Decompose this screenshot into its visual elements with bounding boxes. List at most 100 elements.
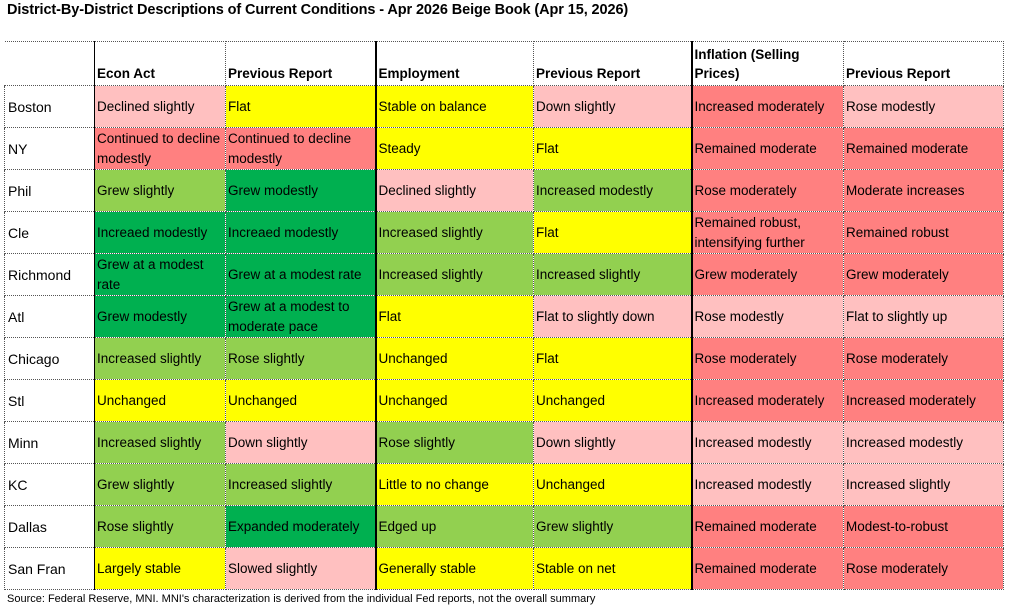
cell-inflation-previous: Increased modestly — [843, 421, 1004, 464]
cell-employment-previous: Stable on net — [533, 547, 692, 590]
cell-employment: Flat — [374, 295, 534, 338]
header-econ-act: Econ Act — [94, 41, 226, 86]
cell-employment: Steady — [374, 127, 534, 170]
table-row: KC Grew slightly Increased slightly Little … — [4, 463, 1004, 506]
cell-inflation-previous: Rose moderately — [843, 547, 1004, 590]
district-name: Atl — [4, 295, 95, 338]
header-employment: Employment — [374, 41, 534, 86]
table-row: Atl Grew modestly Grew at a modest to mode… — [4, 295, 1004, 338]
page-title: District-By-District Descriptions of Cur… — [7, 2, 629, 18]
cell-inflation: Increased modestly — [690, 463, 844, 506]
header-district — [4, 41, 95, 86]
header-inflation-previous: Previous Report — [843, 41, 1004, 86]
table-row: Minn Increased slightly Down slightly Rose … — [4, 421, 1004, 464]
cell-econ-act: Continued to decline modestly — [94, 127, 226, 170]
cell-econ-previous: Grew at a modest rate — [225, 253, 376, 296]
cell-employment-previous: Unchanged — [533, 379, 692, 422]
conditions-table: Econ Act Previous Report Employment Prev… — [4, 41, 1004, 590]
cell-econ-previous: Down slightly — [225, 421, 376, 464]
cell-econ-act: Largely stable — [94, 547, 226, 590]
cell-inflation-previous: Modest-to-robust — [843, 505, 1004, 548]
cell-inflation: Increased modestly — [690, 421, 844, 464]
cell-employment: Declined slightly — [374, 169, 534, 212]
header-employment-previous: Previous Report — [533, 41, 692, 86]
district-name: KC — [4, 463, 95, 506]
cell-inflation: Grew moderately — [690, 253, 844, 296]
district-name: San Fran — [4, 547, 95, 590]
table-row: NY Continued to decline modestly Continued… — [4, 127, 1004, 170]
cell-econ-act: Declined slightly — [94, 85, 226, 128]
cell-econ-act: Increased slightly — [94, 337, 226, 380]
district-name: NY — [4, 127, 95, 170]
table-row: Stl Unchanged Unchanged Unchanged Unchanged I… — [4, 379, 1004, 422]
cell-employment-previous: Down slightly — [533, 85, 692, 128]
cell-employment-previous: Increased slightly — [533, 253, 692, 296]
district-name: Cle — [4, 211, 95, 254]
cell-employment-previous: Down slightly — [533, 421, 692, 464]
cell-inflation-previous: Grew moderately — [843, 253, 1004, 296]
cell-econ-act: Rose slightly — [94, 505, 226, 548]
district-name: Richmond — [4, 253, 95, 296]
district-name: Dallas — [4, 505, 95, 548]
cell-econ-act: Grew slightly — [94, 169, 226, 212]
cell-employment: Generally stable — [374, 547, 534, 590]
cell-econ-previous: Grew at a modest to moderate pace — [225, 295, 376, 338]
district-name: Boston — [4, 85, 95, 128]
cell-employment-previous: Increased modestly — [533, 169, 692, 212]
table-row: San Fran Largely stable Slowed slightly Gen… — [4, 547, 1004, 590]
header-inflation: Inflation (Selling Prices) — [690, 41, 844, 86]
cell-econ-previous: Increased slightly — [225, 463, 376, 506]
cell-econ-act: Increaed modestly — [94, 211, 226, 254]
table-row: Richmond Grew at a modest rate Grew at a m… — [4, 253, 1004, 296]
cell-econ-act: Grew modestly — [94, 295, 226, 338]
cell-econ-previous: Flat — [225, 85, 376, 128]
cell-inflation-previous: Increased moderately — [843, 379, 1004, 422]
cell-inflation: Rose modestly — [690, 295, 844, 338]
table-row: Chicago Increased slightly Rose slightly Un… — [4, 337, 1004, 380]
cell-inflation-previous: Rose moderately — [843, 337, 1004, 380]
table-row: Boston Declined slightly Flat Stable on bal… — [4, 85, 1004, 128]
cell-employment: Rose slightly — [374, 421, 534, 464]
cell-econ-previous: Expanded moderately — [225, 505, 376, 548]
cell-inflation-previous: Moderate increases — [843, 169, 1004, 212]
cell-employment: Little to no change — [374, 463, 534, 506]
cell-inflation: Increased moderately — [690, 85, 844, 128]
cell-econ-act: Unchanged — [94, 379, 226, 422]
source-note: Source: Federal Reserve, MNI. MNI's char… — [7, 593, 596, 605]
table-body: Boston Declined slightly Flat Stable on bal… — [4, 85, 1004, 590]
table-row: Phil Grew slightly Grew modestly Declined s… — [4, 169, 1004, 212]
cell-inflation: Remained moderate — [690, 127, 844, 170]
cell-econ-previous: Increaed modestly — [225, 211, 376, 254]
cell-econ-previous: Slowed slightly — [225, 547, 376, 590]
cell-employment-previous: Grew slightly — [533, 505, 692, 548]
table-row: Dallas Rose slightly Expanded moderately Ed… — [4, 505, 1004, 548]
cell-employment-previous: Flat — [533, 211, 692, 254]
cell-inflation-previous: Rose modestly — [843, 85, 1004, 128]
header-econ-previous: Previous Report — [225, 41, 376, 86]
district-name: Stl — [4, 379, 95, 422]
cell-employment: Increased slightly — [374, 211, 534, 254]
cell-employment-previous: Flat — [533, 127, 692, 170]
cell-employment: Stable on balance — [374, 85, 534, 128]
cell-econ-previous: Unchanged — [225, 379, 376, 422]
cell-inflation: Remained robust, intensifying further — [690, 211, 844, 254]
cell-inflation: Increased moderately — [690, 379, 844, 422]
cell-inflation: Rose moderately — [690, 337, 844, 380]
cell-econ-previous: Continued to decline modestly — [225, 127, 376, 170]
cell-employment: Increased slightly — [374, 253, 534, 296]
cell-employment: Edged up — [374, 505, 534, 548]
cell-employment-previous: Flat to slightly down — [533, 295, 692, 338]
cell-econ-act: Grew at a modest rate — [94, 253, 226, 296]
cell-inflation: Remained moderate — [690, 547, 844, 590]
cell-inflation-previous: Increased slightly — [843, 463, 1004, 506]
cell-inflation-previous: Remained robust — [843, 211, 1004, 254]
cell-inflation: Rose moderately — [690, 169, 844, 212]
district-name: Chicago — [4, 337, 95, 380]
cell-econ-previous: Rose slightly — [225, 337, 376, 380]
header-row: Econ Act Previous Report Employment Prev… — [4, 41, 1004, 86]
cell-econ-previous: Grew modestly — [225, 169, 376, 212]
cell-inflation-previous: Remained moderate — [843, 127, 1004, 170]
cell-employment: Unchanged — [374, 337, 534, 380]
cell-econ-act: Increased slightly — [94, 421, 226, 464]
cell-inflation-previous: Flat to slightly up — [843, 295, 1004, 338]
